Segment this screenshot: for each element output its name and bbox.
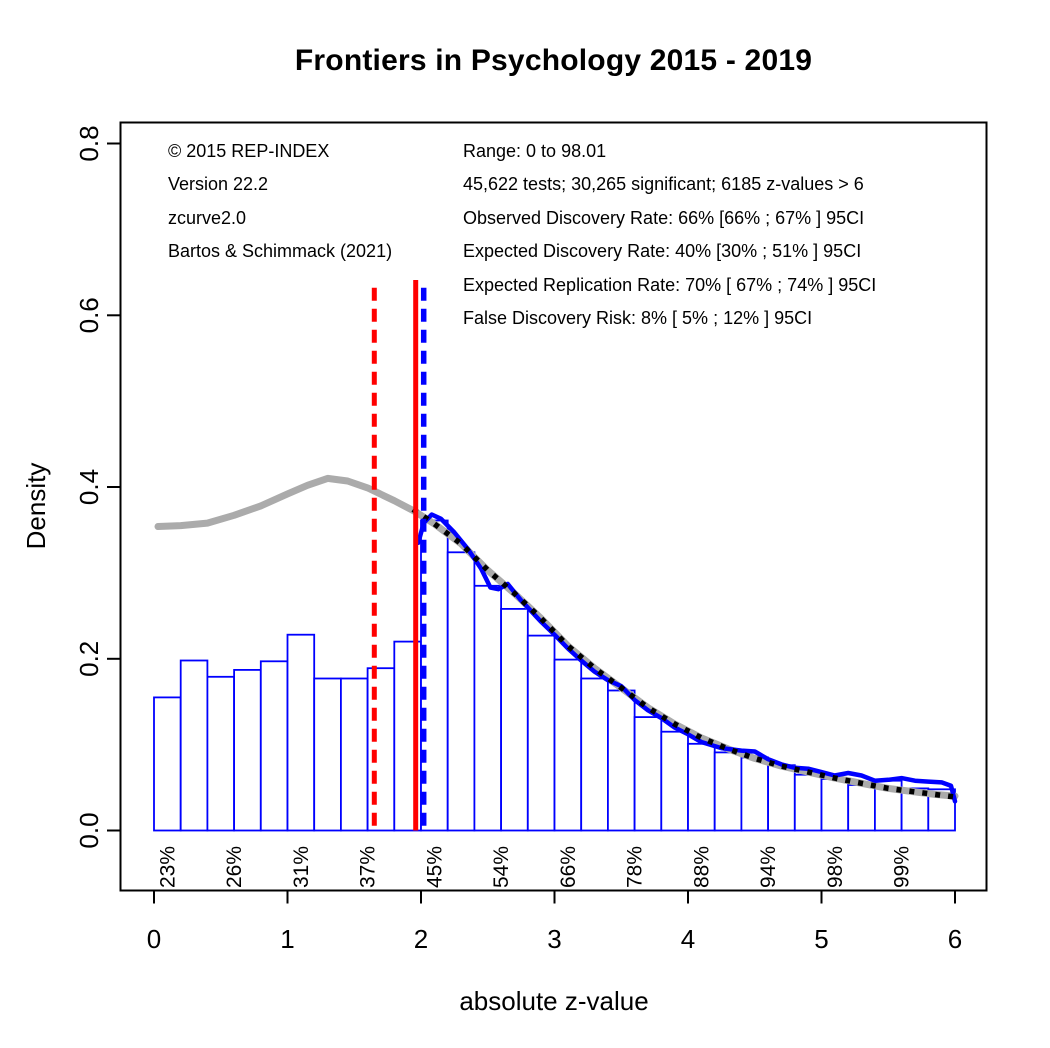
gray-model-curve	[154, 474, 959, 800]
y-axis-title: Density	[21, 462, 51, 550]
histogram-bar	[313, 677, 342, 832]
histogram-bar	[153, 696, 182, 832]
y-tick-label: 0.0	[74, 812, 104, 848]
chart-title: Frontiers in Psychology 2015 - 2019	[294, 44, 813, 77]
histogram-bar	[500, 608, 529, 832]
histogram-bar	[233, 669, 262, 832]
annotation-right-block: Range: 0 to 98.01 45,622 tests; 30,265 s…	[463, 135, 876, 335]
histogram-bar	[607, 689, 636, 832]
histogram-bar	[526, 634, 556, 832]
x-tick-label: 6	[948, 924, 962, 954]
x-tick-label: 3	[547, 924, 561, 954]
x-tick-label: 0	[147, 924, 161, 954]
histogram-bar	[820, 778, 850, 832]
significance-percent-label: 78%	[624, 846, 647, 888]
histogram-bar	[286, 633, 316, 832]
histogram-bar	[713, 751, 743, 832]
histogram-bar	[366, 667, 396, 832]
annotation-version: Version 22.2	[168, 174, 269, 195]
histogram-bar	[179, 659, 209, 832]
annotation-copyright: © 2015 REP-INDEX	[168, 141, 330, 161]
annotation-false-discovery-risk: False Discovery Risk: 8% [ 5% ; 12% ] 95…	[463, 307, 813, 328]
annotation-observed-discovery-rate: Observed Discovery Rate: 66% [66% ; 67% …	[463, 207, 865, 228]
y-tick-label: 0.8	[74, 125, 104, 161]
annotation-package: zcurve2.0	[168, 207, 247, 228]
significance-percent-label: 26%	[223, 846, 246, 888]
x-tick-label: 1	[280, 924, 294, 954]
annotation-expected-discovery-rate: Expected Discovery Rate: 40% [30% ; 51% …	[463, 241, 862, 262]
significance-percent-label: 98%	[824, 846, 847, 888]
y-tick-label: 0.6	[74, 297, 104, 333]
histogram-bar	[206, 675, 235, 832]
significance-percent-label: 31%	[290, 846, 313, 888]
histogram-bar	[660, 730, 689, 832]
significance-percent-label: 66%	[557, 846, 580, 888]
histogram-bar	[553, 658, 583, 832]
significance-percent-label: 45%	[423, 846, 446, 888]
histogram-bar	[687, 742, 716, 832]
x-tick-label: 5	[814, 924, 828, 954]
x-tick-label: 2	[414, 924, 428, 954]
significance-percent-label: 99%	[891, 846, 914, 888]
significance-percent-label: 54%	[490, 846, 513, 888]
histogram-bar	[259, 660, 289, 832]
histogram-bar	[633, 716, 663, 832]
annotation-left-block: © 2015 REP-INDEX Version 22.2 zcurve2.0 …	[168, 135, 392, 269]
y-tick-label: 0.4	[74, 469, 104, 505]
histogram-bar	[339, 677, 369, 832]
histogram-bar	[767, 764, 796, 832]
x-tick-label: 4	[681, 924, 695, 954]
significance-percent-label: 94%	[757, 846, 780, 888]
annotation-expected-replication-rate: Expected Replication Rate: 70% [ 67% ; 7…	[463, 274, 877, 295]
significance-percent-label: 37%	[357, 846, 380, 888]
histogram-bar	[446, 551, 476, 832]
histogram-bar	[793, 773, 823, 832]
annotation-test-counts: 45,622 tests; 30,265 significant; 6185 z…	[463, 174, 864, 195]
blue-kde-curve	[416, 512, 958, 804]
black-fit-dotted-curve	[411, 507, 956, 800]
significance-percent-label: 23%	[156, 846, 179, 888]
annotation-range: Range: 0 to 98.01	[463, 141, 607, 161]
histogram-bar	[473, 584, 502, 832]
histogram-bar	[847, 784, 876, 832]
histogram-bar	[740, 756, 770, 832]
y-tick-label: 0.2	[74, 641, 104, 677]
significance-percent-label: 88%	[690, 846, 713, 888]
annotation-citation: Bartos & Schimmack (2021)	[168, 241, 393, 262]
histogram-bar	[580, 677, 609, 832]
x-axis-title: absolute z-value	[459, 986, 649, 1016]
